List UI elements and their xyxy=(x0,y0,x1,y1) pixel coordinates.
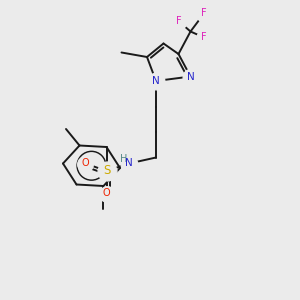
Text: F: F xyxy=(201,8,207,19)
Text: H: H xyxy=(120,154,128,164)
Text: F: F xyxy=(201,32,207,43)
Text: N: N xyxy=(187,71,194,82)
Text: N: N xyxy=(152,76,160,86)
Text: F: F xyxy=(176,16,181,26)
Text: O: O xyxy=(82,158,89,169)
Text: S: S xyxy=(103,164,110,178)
Text: N: N xyxy=(125,158,133,169)
Text: O: O xyxy=(103,188,110,199)
